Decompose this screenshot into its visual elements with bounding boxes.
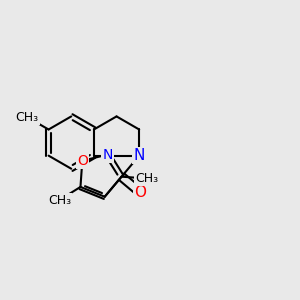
Text: CH₃: CH₃ xyxy=(48,194,71,207)
Text: O: O xyxy=(134,185,146,200)
Text: N: N xyxy=(134,148,145,163)
Text: CH₃: CH₃ xyxy=(135,172,158,185)
Text: N: N xyxy=(103,148,113,161)
Text: O: O xyxy=(77,154,88,168)
Text: CH₃: CH₃ xyxy=(16,111,39,124)
